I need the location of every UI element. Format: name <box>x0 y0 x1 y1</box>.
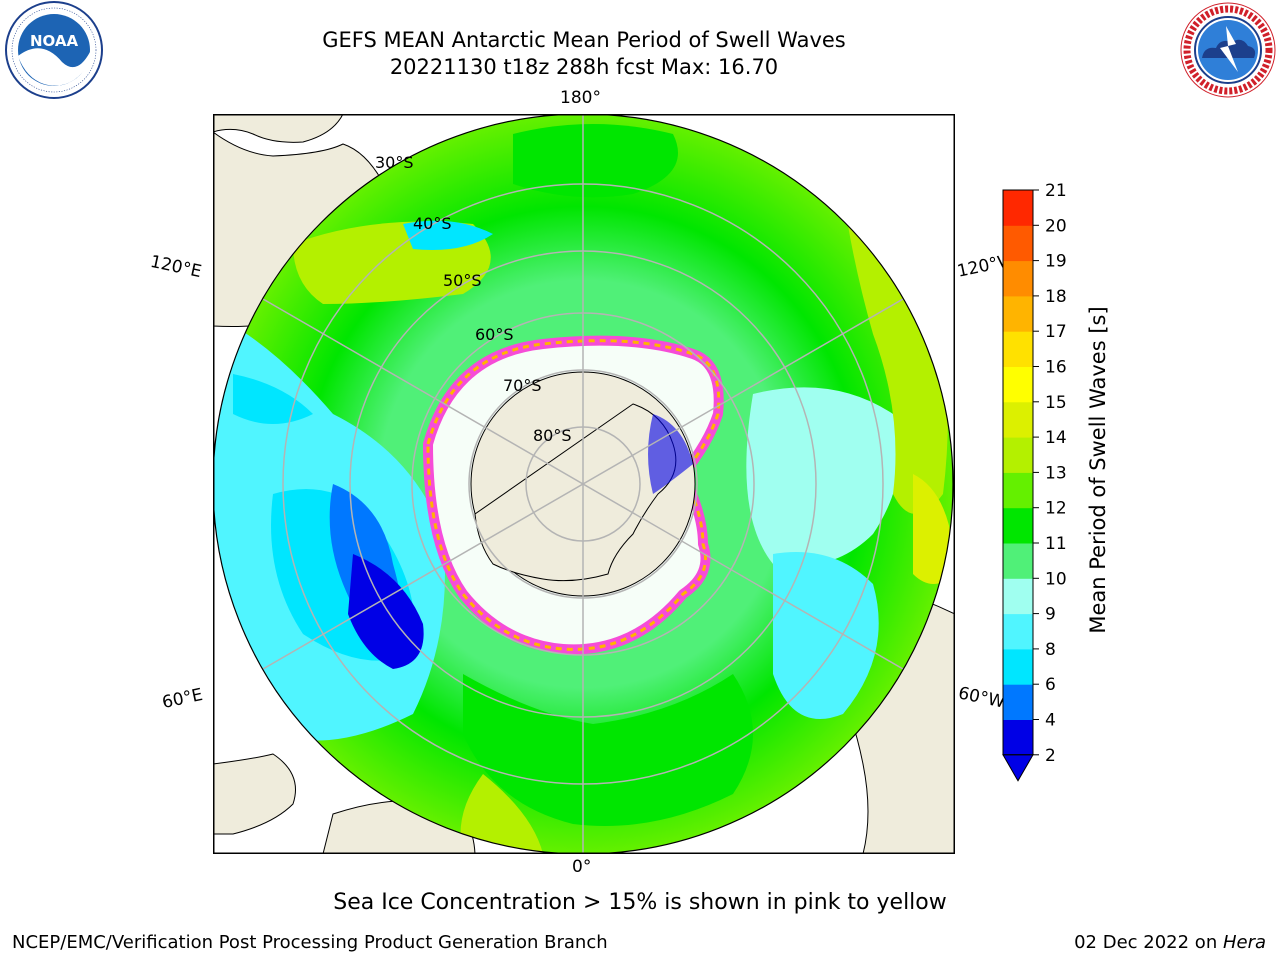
colorbar-tick-label: 14 <box>1045 428 1067 448</box>
colorbar-segment <box>1003 719 1033 756</box>
colorbar-segment <box>1003 472 1033 509</box>
footer-host: Hera <box>1222 932 1266 953</box>
lon-label-60e: 60°E <box>160 684 205 714</box>
colorbar-segment <box>1003 684 1033 720</box>
lat-label-50s: 50°S <box>443 271 482 290</box>
colorbar-segment <box>1003 613 1033 650</box>
lon-label-120e: 120°E <box>148 251 204 283</box>
colorbar-tick-label: 15 <box>1045 393 1067 413</box>
lat-label-60s: 60°S <box>475 325 514 344</box>
colorbar-segment <box>1003 578 1033 615</box>
lon-label-0: 0° <box>572 857 592 877</box>
colorbar-segment <box>1003 437 1033 473</box>
map-frame-border <box>213 114 955 854</box>
colorbar-tick-label: 16 <box>1045 358 1067 378</box>
colorbar-label: Mean Period of Swell Waves [s] <box>1086 306 1110 634</box>
map-boundary <box>213 114 954 854</box>
colorbar-tick-label: 11 <box>1045 534 1067 554</box>
colorbar-tick-label: 18 <box>1045 287 1067 307</box>
colorbar: 2 4 6 8 9 10 11 12 13 14 15 16 17 18 19 20 21 <box>1002 181 1067 782</box>
colorbar-segment <box>1003 260 1033 297</box>
colorbar-segment <box>1003 190 1033 226</box>
colorbar-tick-label: 17 <box>1045 322 1067 342</box>
antarctica <box>423 335 724 655</box>
colorbar-tick-label: 13 <box>1045 463 1067 483</box>
chart-title: GEFS MEAN Antarctic Mean Period of Swell… <box>322 28 846 52</box>
lat-label-80s: 80°S <box>533 426 572 445</box>
colorbar-tick-label: 12 <box>1045 499 1067 519</box>
footer-date: 02 Dec 2022 on Hera <box>1074 932 1266 953</box>
colorbar-tick-label: 6 <box>1045 675 1056 695</box>
lon-label-180: 180° <box>560 88 601 108</box>
colorbar-tick-label: 4 <box>1045 711 1056 731</box>
colorbar-segment <box>1003 295 1033 332</box>
noaa-logo: NOAA <box>5 1 103 99</box>
chart-subtitle: 20221130 t18z 288h fcst Max: 16.70 <box>389 55 779 79</box>
colorbar-segment <box>1003 543 1033 579</box>
colorbar-tick-label: 19 <box>1045 252 1067 272</box>
colorbar-tick-label: 9 <box>1045 605 1056 625</box>
colorbar-tick-label: 21 <box>1045 181 1067 201</box>
sea-ice-note: Sea Ice Concentration > 15% is shown in … <box>333 890 947 915</box>
graticule <box>213 114 953 854</box>
lat-label-40s: 40°S <box>413 214 452 233</box>
footer-date-text: 02 Dec 2022 on <box>1074 932 1223 953</box>
colorbar-tick-label: 10 <box>1045 569 1067 589</box>
colorbar-tick-label: 8 <box>1045 640 1056 660</box>
svg-text:NOAA: NOAA <box>30 32 79 50</box>
lat-labels: 30°S 40°S 50°S 60°S 70°S 80°S <box>375 153 572 445</box>
colorbar-segment <box>1003 507 1033 544</box>
colorbar-tick-label: 2 <box>1045 746 1056 766</box>
polar-map: 30°S 40°S 50°S 60°S 70°S 80°S <box>213 114 955 854</box>
nws-logo <box>1180 2 1276 98</box>
lat-label-70s: 70°S <box>503 376 542 395</box>
colorbar-segment <box>1003 225 1033 262</box>
colorbar-extend-min <box>1002 754 1034 782</box>
colorbar-segment <box>1003 401 1033 438</box>
colorbar-tick-label: 20 <box>1045 216 1067 236</box>
colorbar-segment <box>1003 648 1033 685</box>
colorbar-segment <box>1003 331 1033 367</box>
colorbar-segment <box>1003 366 1033 403</box>
lat-label-30s: 30°S <box>375 153 414 172</box>
footer-branch: NCEP/EMC/Verification Post Processing Pr… <box>12 932 608 953</box>
